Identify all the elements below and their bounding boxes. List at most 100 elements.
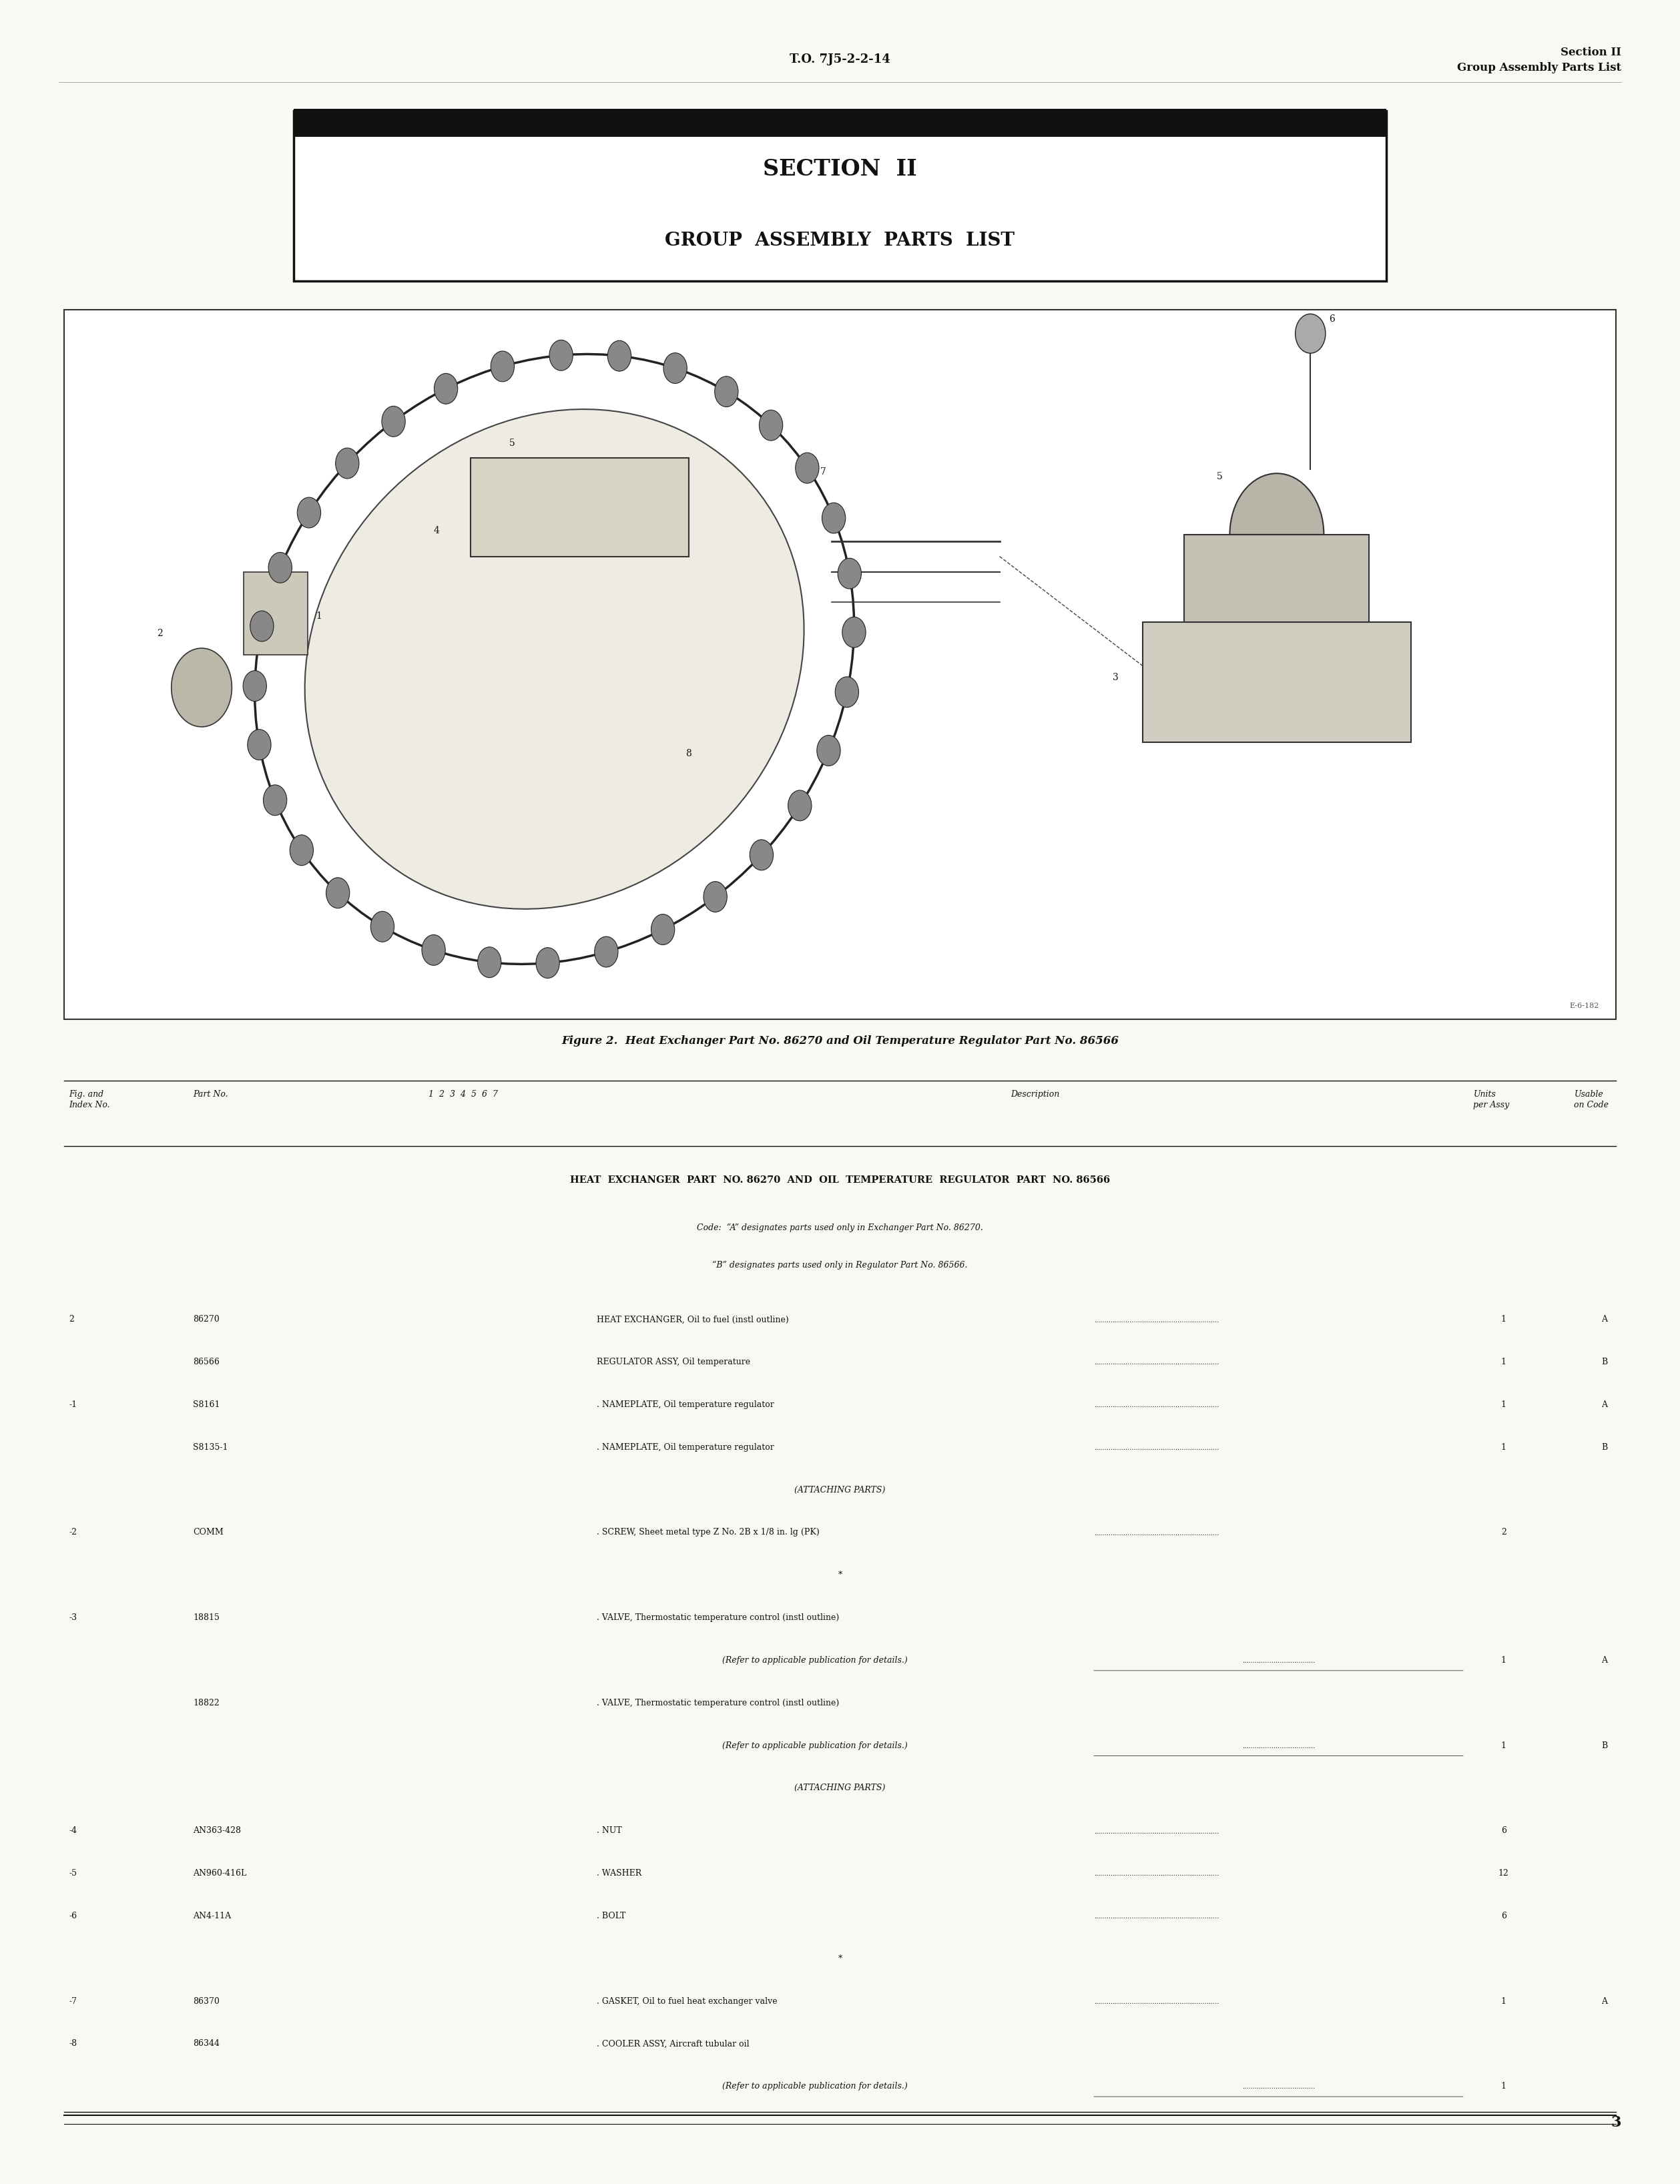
Text: -3: -3 [69,1614,77,1621]
Circle shape [759,411,783,441]
Text: -4: -4 [69,1826,77,1835]
Text: 1: 1 [1500,1741,1507,1749]
Text: (Refer to applicable publication for details.): (Refer to applicable publication for det… [722,2081,907,2090]
Text: A: A [1601,1996,1608,2005]
Text: . VALVE, Thermostatic temperature control (instl outline): . VALVE, Thermostatic temperature contro… [596,1699,838,1706]
Text: 18815: 18815 [193,1614,220,1621]
Circle shape [336,448,360,478]
Circle shape [326,878,349,909]
Text: -6: -6 [69,1911,77,1920]
Text: Group Assembly Parts List: Group Assembly Parts List [1457,61,1621,74]
Text: AN960-416L: AN960-416L [193,1870,247,1876]
Text: . COOLER ASSY, Aircraft tubular oil: . COOLER ASSY, Aircraft tubular oil [596,2040,749,2046]
Bar [294,111,1386,282]
Text: . GASKET, Oil to fuel heat exchanger valve: . GASKET, Oil to fuel heat exchanger val… [596,1996,778,2005]
Text: Part No.: Part No. [193,1090,228,1099]
Text: *: * [838,1955,842,1961]
Text: COMM: COMM [193,1529,223,1535]
Circle shape [816,736,840,767]
Text: *: * [838,1570,842,1579]
Text: ............................................................: ........................................… [1094,1998,1220,2005]
Circle shape [838,559,862,590]
Text: 1: 1 [1500,1358,1507,1365]
Circle shape [171,649,232,727]
Text: 3: 3 [1611,2114,1621,2129]
Text: 86270: 86270 [193,1315,220,1324]
Text: 1: 1 [1500,1655,1507,1664]
Text: 1: 1 [1500,2081,1507,2090]
Text: GROUP  ASSEMBLY  PARTS  LIST: GROUP ASSEMBLY PARTS LIST [665,232,1015,249]
Circle shape [477,948,501,978]
Bar [64,310,1616,1020]
Bar [1142,622,1411,743]
Text: 12: 12 [1499,1870,1509,1876]
Ellipse shape [304,411,805,909]
Text: -5: -5 [69,1870,77,1876]
Text: . SCREW, Sheet metal type Z No. 2B x 1/8 in. lg (PK): . SCREW, Sheet metal type Z No. 2B x 1/8… [596,1529,820,1535]
Circle shape [595,937,618,968]
Text: B: B [1601,1444,1608,1450]
Text: ............................................................: ........................................… [1094,1402,1220,1409]
Text: B: B [1601,1741,1608,1749]
Text: 1: 1 [316,612,323,620]
Text: 7: 7 [820,467,827,476]
Text: 86344: 86344 [193,2040,220,2046]
Circle shape [788,791,811,821]
Text: ............................................................: ........................................… [1094,1317,1220,1324]
Circle shape [536,948,559,978]
Text: . BOLT: . BOLT [596,1911,625,1920]
Text: 5: 5 [1216,472,1223,480]
Text: ............................................................: ........................................… [1094,1446,1220,1450]
Text: (Refer to applicable publication for details.): (Refer to applicable publication for det… [722,1655,907,1664]
Text: AN4-11A: AN4-11A [193,1911,232,1920]
Text: (ATTACHING PARTS): (ATTACHING PARTS) [795,1485,885,1494]
Text: -1: -1 [69,1400,77,1409]
Text: 6: 6 [1500,1826,1507,1835]
Circle shape [381,406,405,437]
Text: Usable
on Code: Usable on Code [1574,1090,1609,1109]
Text: ...................................: ................................... [1242,1658,1315,1664]
Circle shape [714,378,738,408]
Text: ............................................................: ........................................… [1094,1358,1220,1365]
Text: 1  2  3  4  5  6  7: 1 2 3 4 5 6 7 [428,1090,497,1099]
Text: REGULATOR ASSY, Oil temperature: REGULATOR ASSY, Oil temperature [596,1358,749,1365]
Circle shape [433,373,457,404]
Text: 2: 2 [69,1315,74,1324]
Circle shape [664,354,687,384]
Text: SECTION  II: SECTION II [763,157,917,181]
Circle shape [264,786,287,817]
Text: ............................................................: ........................................… [1094,1531,1220,1535]
Text: . NAMEPLATE, Oil temperature regulator: . NAMEPLATE, Oil temperature regulator [596,1400,774,1409]
Text: ............................................................: ........................................… [1094,1828,1220,1835]
Text: (Refer to applicable publication for details.): (Refer to applicable publication for det… [722,1741,907,1749]
Text: Description: Description [1010,1090,1060,1099]
Circle shape [704,882,727,913]
Text: -8: -8 [69,2040,77,2046]
Text: 86370: 86370 [193,1996,220,2005]
Bar [294,109,1386,138]
Text: A: A [1601,1400,1608,1409]
Circle shape [250,612,274,642]
Circle shape [491,352,514,382]
Text: A: A [1601,1315,1608,1324]
Circle shape [297,498,321,529]
Circle shape [247,729,270,760]
Text: Code:  “A” designates parts used only in Exchanger Part No. 86270.: Code: “A” designates parts used only in … [697,1223,983,1232]
Wedge shape [1230,474,1324,535]
Text: ...................................: ................................... [1242,2084,1315,2090]
Text: 86566: 86566 [193,1358,220,1365]
Bar [244,572,307,655]
Text: ...................................: ................................... [1242,1743,1315,1749]
Text: -7: -7 [69,1996,77,2005]
Text: 6: 6 [1329,314,1336,323]
Circle shape [291,834,314,865]
Text: S8135-1: S8135-1 [193,1444,228,1450]
Text: . WASHER: . WASHER [596,1870,642,1876]
Text: ............................................................: ........................................… [1094,1870,1220,1876]
Text: 1: 1 [1500,1315,1507,1324]
Bar [470,459,689,557]
Circle shape [652,915,675,946]
Circle shape [822,502,845,533]
Text: T.O. 7J5-2-2-14: T.O. 7J5-2-2-14 [790,52,890,66]
Text: 3: 3 [1112,673,1119,681]
